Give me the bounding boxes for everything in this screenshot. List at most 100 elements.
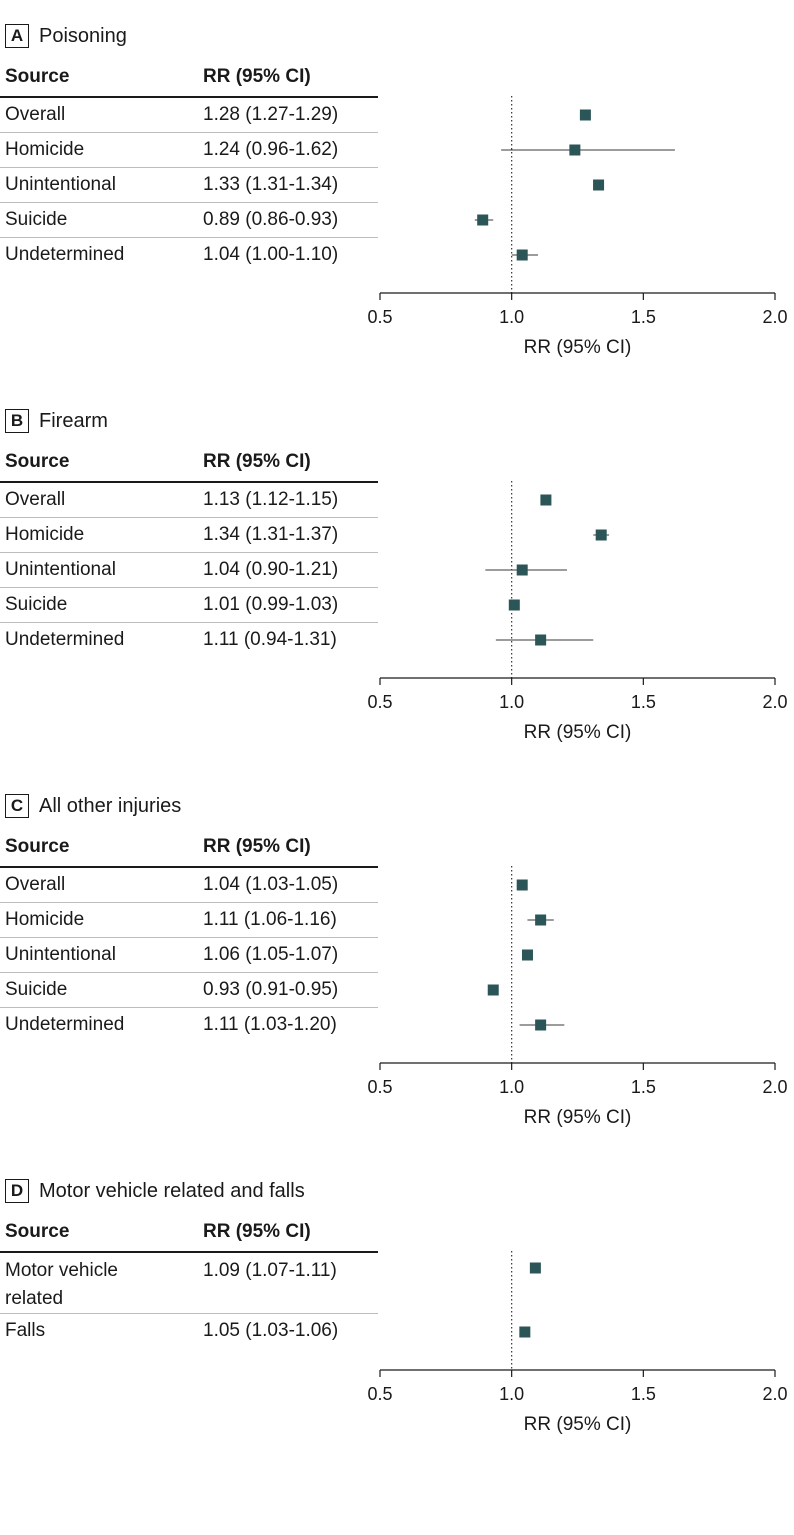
point-estimate-marker bbox=[508, 599, 520, 611]
table-row: Motor vehicle related 1.09 (1.07-1.11) bbox=[0, 1253, 378, 1314]
column-header-rr: RR (95% CI) bbox=[203, 66, 311, 87]
panel-title: Motor vehicle related and falls bbox=[39, 1179, 305, 1202]
forest-plot: 0.5 1.0 1.5 2.0 RR (95% CI) bbox=[367, 866, 788, 1128]
x-tick-label: 2.0 bbox=[762, 1077, 787, 1097]
column-header-source: Source bbox=[5, 451, 70, 472]
x-tick-label: 1.5 bbox=[631, 1077, 656, 1097]
table-row: Overall 1.04 (1.03-1.05) bbox=[0, 868, 378, 903]
row-source: Overall bbox=[5, 104, 66, 125]
panel-firearm: B Firearm Source RR (95% CI) Overall 1.1… bbox=[0, 385, 794, 770]
point-estimate-marker bbox=[516, 879, 528, 891]
header-rule bbox=[0, 481, 378, 483]
point-estimate-marker bbox=[540, 494, 552, 506]
table-row: Overall 1.13 (1.12-1.15) bbox=[0, 483, 378, 518]
column-header-rr: RR (95% CI) bbox=[203, 451, 311, 472]
x-tick-label: 1.0 bbox=[499, 692, 524, 712]
row-source: Homicide bbox=[5, 909, 85, 930]
point-estimate-marker bbox=[529, 1262, 541, 1274]
header-rule bbox=[0, 1251, 378, 1253]
panel-letter: A bbox=[5, 24, 29, 48]
point-estimate-marker bbox=[535, 914, 547, 926]
table-row: Unintentional 1.04 (0.90-1.21) bbox=[0, 553, 378, 588]
row-source: Undetermined bbox=[5, 629, 125, 650]
row-rr: 1.24 (0.96-1.62) bbox=[203, 139, 339, 160]
x-axis-label: RR (95% CI) bbox=[524, 1107, 632, 1128]
point-estimate-marker bbox=[519, 1326, 531, 1338]
row-rr: 1.06 (1.05-1.07) bbox=[203, 944, 339, 965]
table-row: Suicide 1.01 (0.99-1.03) bbox=[0, 588, 378, 623]
point-estimate-marker bbox=[535, 634, 547, 646]
row-source: Unintentional bbox=[5, 559, 116, 580]
column-header-rr: RR (95% CI) bbox=[203, 836, 311, 857]
panel-header: A Poisoning bbox=[5, 22, 127, 50]
x-tick-label: 0.5 bbox=[367, 307, 392, 327]
table-row: Suicide 0.93 (0.91-0.95) bbox=[0, 973, 378, 1008]
forest-plot: 0.5 1.0 1.5 2.0 RR (95% CI) bbox=[367, 481, 788, 743]
row-rr: 0.93 (0.91-0.95) bbox=[203, 979, 339, 1000]
table-row: Unintentional 1.33 (1.31-1.34) bbox=[0, 168, 378, 203]
x-tick-label: 1.0 bbox=[499, 1384, 524, 1404]
point-estimate-marker bbox=[516, 564, 528, 576]
x-axis-label: RR (95% CI) bbox=[524, 337, 632, 358]
row-source: Suicide bbox=[5, 209, 68, 230]
row-source: Falls bbox=[5, 1320, 46, 1341]
panel-header: B Firearm bbox=[5, 407, 108, 435]
table-row: Undetermined 1.11 (0.94-1.31) bbox=[0, 623, 378, 657]
x-tick-label: 1.0 bbox=[499, 307, 524, 327]
table-row: Overall 1.28 (1.27-1.29) bbox=[0, 98, 378, 133]
row-rr: 1.04 (0.90-1.21) bbox=[203, 559, 339, 580]
row-source: Undetermined bbox=[5, 244, 125, 265]
row-rr: 1.11 (1.06-1.16) bbox=[203, 909, 337, 930]
table-row: Unintentional 1.06 (1.05-1.07) bbox=[0, 938, 378, 973]
row-source: Suicide bbox=[5, 594, 68, 615]
row-rr: 1.11 (0.94-1.31) bbox=[203, 629, 337, 650]
row-source: Overall bbox=[5, 874, 66, 895]
header-rule bbox=[0, 96, 378, 98]
column-header-source: Source bbox=[5, 66, 70, 87]
row-rr: 1.01 (0.99-1.03) bbox=[203, 594, 339, 615]
row-rr: 1.05 (1.03-1.06) bbox=[203, 1320, 339, 1341]
x-tick-label: 2.0 bbox=[762, 307, 787, 327]
row-rr: 1.33 (1.31-1.34) bbox=[203, 174, 339, 195]
panel-motor-vehicle-and-falls: D Motor vehicle related and falls Source… bbox=[0, 1155, 794, 1451]
point-estimate-marker bbox=[516, 249, 528, 261]
row-rr: 1.04 (1.03-1.05) bbox=[203, 874, 339, 895]
panel-letter: B bbox=[5, 409, 29, 433]
table-row: Suicide 0.89 (0.86-0.93) bbox=[0, 203, 378, 238]
row-rr: 1.11 (1.03-1.20) bbox=[203, 1014, 337, 1035]
column-header-source: Source bbox=[5, 836, 70, 857]
panel-letter: D bbox=[5, 1179, 29, 1203]
x-axis-label: RR (95% CI) bbox=[524, 722, 632, 743]
x-tick-label: 2.0 bbox=[762, 1384, 787, 1404]
panel-letter: C bbox=[5, 794, 29, 818]
panel-title: All other injuries bbox=[39, 794, 182, 817]
header-rule bbox=[0, 866, 378, 868]
forest-plot: 0.5 1.0 1.5 2.0 RR (95% CI) bbox=[367, 96, 788, 358]
row-source: Homicide bbox=[5, 139, 85, 160]
point-estimate-marker bbox=[521, 949, 533, 961]
row-rr: 1.09 (1.07-1.11) bbox=[203, 1260, 337, 1281]
point-estimate-marker bbox=[595, 529, 607, 541]
row-source: Suicide bbox=[5, 979, 68, 1000]
row-rr: 1.13 (1.12-1.15) bbox=[203, 489, 339, 510]
forest-plot: 0.5 1.0 1.5 2.0 RR (95% CI) bbox=[367, 1251, 788, 1435]
panel-title: Poisoning bbox=[39, 24, 127, 47]
point-estimate-marker bbox=[477, 214, 489, 226]
table-row: Homicide 1.34 (1.31-1.37) bbox=[0, 518, 378, 553]
panel-poisoning: A Poisoning Source RR (95% CI) Overall 1… bbox=[0, 0, 794, 385]
point-estimate-marker bbox=[535, 1019, 547, 1031]
row-source: Overall bbox=[5, 489, 66, 510]
point-estimate-marker bbox=[579, 109, 591, 121]
row-source: Motor vehicle related bbox=[5, 1260, 118, 1309]
x-tick-label: 2.0 bbox=[762, 692, 787, 712]
x-axis-label: RR (95% CI) bbox=[524, 1414, 632, 1435]
point-estimate-marker bbox=[569, 144, 581, 156]
table-row: Undetermined 1.11 (1.03-1.20) bbox=[0, 1008, 378, 1042]
x-tick-label: 1.5 bbox=[631, 692, 656, 712]
panel-all-other-injuries: C All other injuries Source RR (95% CI) … bbox=[0, 770, 794, 1155]
row-rr: 0.89 (0.86-0.93) bbox=[203, 209, 339, 230]
row-source: Unintentional bbox=[5, 174, 116, 195]
table-row: Undetermined 1.04 (1.00-1.10) bbox=[0, 238, 378, 272]
row-rr: 1.34 (1.31-1.37) bbox=[203, 524, 339, 545]
x-tick-label: 1.5 bbox=[631, 307, 656, 327]
